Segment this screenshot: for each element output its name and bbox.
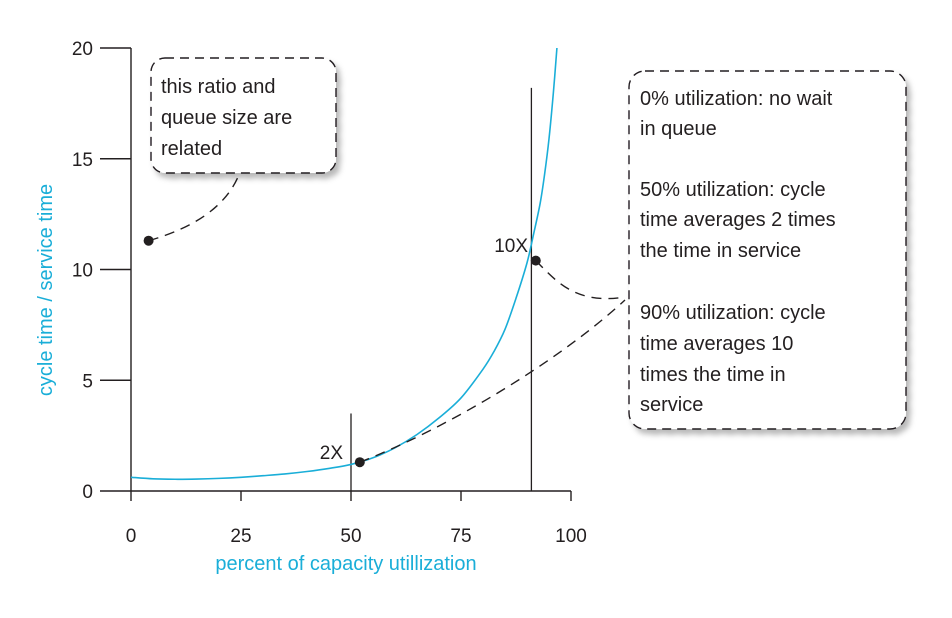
ratio-note-line-1: this ratio and bbox=[161, 76, 276, 98]
x-ticks: 0 25 50 75 100 bbox=[126, 491, 587, 547]
util-note-0pct-line-2: in queue bbox=[640, 118, 717, 140]
y-tick-label-10: 10 bbox=[72, 261, 93, 282]
data-point-2 bbox=[530, 255, 541, 266]
util-note-50pct-line-2: time averages 2 times bbox=[640, 209, 836, 231]
ratio-note-box: this ratio and queue size are related bbox=[150, 57, 337, 174]
util-note-50pct-line-3: the time in service bbox=[640, 240, 801, 262]
util-note-90pct-line-2: time averages 10 bbox=[640, 333, 793, 355]
y-tick-label-15: 15 bbox=[72, 150, 93, 171]
connector-10x bbox=[535, 260, 626, 300]
x-tick-label-25: 25 bbox=[230, 526, 251, 547]
y-tick-label-5: 5 bbox=[82, 371, 93, 392]
label-10x: 10X bbox=[494, 236, 528, 257]
utilization-note-box: 0% utilization: no wait in queue 50% uti… bbox=[628, 70, 907, 430]
x-axis-title: percent of capacity utillization bbox=[215, 553, 476, 575]
util-note-90pct-line-1: 90% utilization: cycle bbox=[640, 302, 826, 324]
label-2x: 2X bbox=[320, 443, 344, 464]
util-note-90pct-line-4: service bbox=[640, 394, 703, 416]
util-note-90pct-line-3: times the time in bbox=[640, 364, 786, 386]
connector-2x bbox=[359, 299, 626, 463]
reference-lines bbox=[350, 87, 533, 491]
util-note-0pct-line-1: 0% utilization: no wait bbox=[640, 88, 833, 110]
y-tick-label-0: 0 bbox=[82, 482, 93, 503]
ratio-note-line-2: queue size are bbox=[161, 107, 292, 129]
x-tick-label-50: 50 bbox=[340, 526, 361, 547]
data-point-0 bbox=[143, 235, 154, 246]
data-point-1 bbox=[354, 457, 365, 468]
ratio-note-line-3: related bbox=[161, 138, 222, 160]
util-note-50pct-line-1: 50% utilization: cycle bbox=[640, 179, 826, 201]
x-tick-label-75: 75 bbox=[450, 526, 471, 547]
connector-ratio-note bbox=[148, 176, 239, 242]
y-ticks: 0 5 10 15 20 bbox=[72, 39, 131, 503]
y-axis-title: cycle time / service time bbox=[35, 184, 57, 396]
data-points bbox=[143, 235, 541, 468]
cycle-time-curve bbox=[130, 47, 558, 481]
y-tick-label-20: 20 bbox=[72, 39, 93, 60]
x-tick-label-100: 100 bbox=[555, 526, 587, 547]
x-tick-label-0: 0 bbox=[126, 526, 137, 547]
connectors bbox=[148, 176, 626, 463]
